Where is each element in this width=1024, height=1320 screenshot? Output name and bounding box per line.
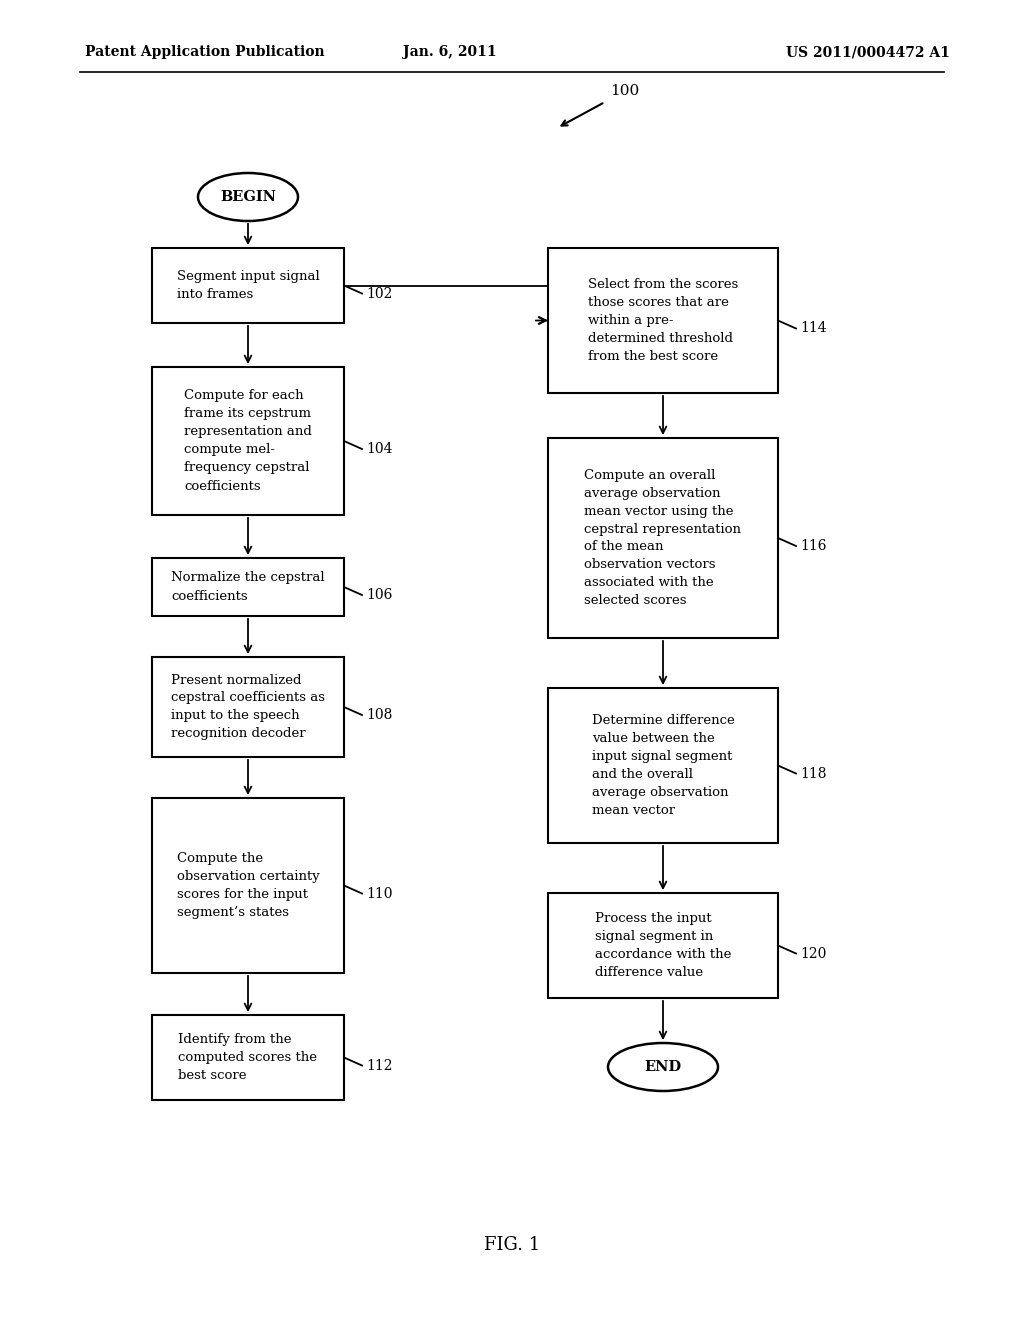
Text: 116: 116	[800, 539, 826, 553]
Text: 112: 112	[366, 1059, 392, 1072]
Bar	[548, 248, 778, 393]
Text: Determine difference
value between the
input signal segment
and the overall
aver: Determine difference value between the i…	[592, 714, 734, 817]
Text: END: END	[644, 1060, 682, 1074]
Text: 120: 120	[800, 946, 826, 961]
Bar	[152, 248, 344, 323]
Text: Patent Application Publication: Patent Application Publication	[85, 45, 325, 59]
Text: 114: 114	[800, 322, 826, 335]
Text: Jan. 6, 2011: Jan. 6, 2011	[403, 45, 497, 59]
Bar	[152, 1015, 344, 1100]
Bar	[152, 657, 344, 756]
Text: Present normalized
cepstral coefficients as
input to the speech
recognition deco: Present normalized cepstral coefficients…	[171, 673, 325, 741]
Text: Compute the
observation certainty
scores for the input
segment’s states: Compute the observation certainty scores…	[176, 851, 319, 919]
Text: 108: 108	[366, 708, 392, 722]
Bar	[548, 894, 778, 998]
Text: 102: 102	[366, 286, 392, 301]
Text: BEGIN: BEGIN	[220, 190, 276, 205]
Bar	[152, 558, 344, 616]
Bar	[152, 367, 344, 515]
Text: Select from the scores
those scores that are
within a pre-
determined threshold
: Select from the scores those scores that…	[588, 279, 738, 363]
Bar	[548, 438, 778, 638]
Bar	[548, 688, 778, 843]
Text: 100: 100	[610, 84, 639, 98]
Text: US 2011/0004472 A1: US 2011/0004472 A1	[786, 45, 950, 59]
Text: 106: 106	[366, 587, 392, 602]
Text: Compute for each
frame its cepstrum
representation and
compute mel-
frequency ce: Compute for each frame its cepstrum repr…	[184, 389, 312, 492]
Text: Segment input signal
into frames: Segment input signal into frames	[176, 271, 319, 301]
Text: 110: 110	[366, 887, 392, 900]
Text: Compute an overall
average observation
mean vector using the
cepstral representa: Compute an overall average observation m…	[585, 469, 741, 607]
Bar	[152, 799, 344, 973]
Text: FIG. 1: FIG. 1	[484, 1236, 540, 1254]
Text: 118: 118	[800, 767, 826, 780]
Text: Normalize the cepstral
coefficients: Normalize the cepstral coefficients	[171, 572, 325, 602]
Text: 104: 104	[366, 442, 392, 455]
Text: Process the input
signal segment in
accordance with the
difference value: Process the input signal segment in acco…	[595, 912, 731, 979]
Text: Identify from the
computed scores the
best score: Identify from the computed scores the be…	[178, 1034, 317, 1082]
